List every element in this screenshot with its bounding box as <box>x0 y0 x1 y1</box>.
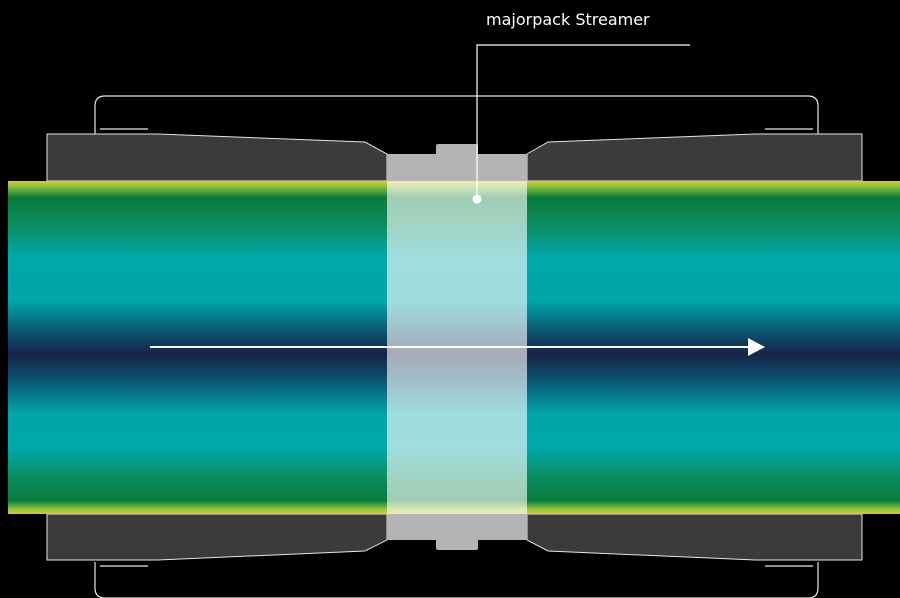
arrow-right-icon <box>150 338 765 356</box>
clamp-top-right <box>526 133 863 182</box>
housing-outline-top <box>94 95 819 134</box>
clamp-bottom-left <box>46 513 388 561</box>
clamp-bottom-right <box>526 513 863 561</box>
clamp-top-left <box>46 133 388 182</box>
callout-dot <box>472 194 482 204</box>
callout-leader <box>472 44 690 204</box>
housing-outline-bottom <box>94 562 819 598</box>
centre-band-bottom <box>387 514 527 550</box>
callout-label: majorpack Streamer <box>486 10 650 29</box>
centre-band-top <box>387 144 527 181</box>
